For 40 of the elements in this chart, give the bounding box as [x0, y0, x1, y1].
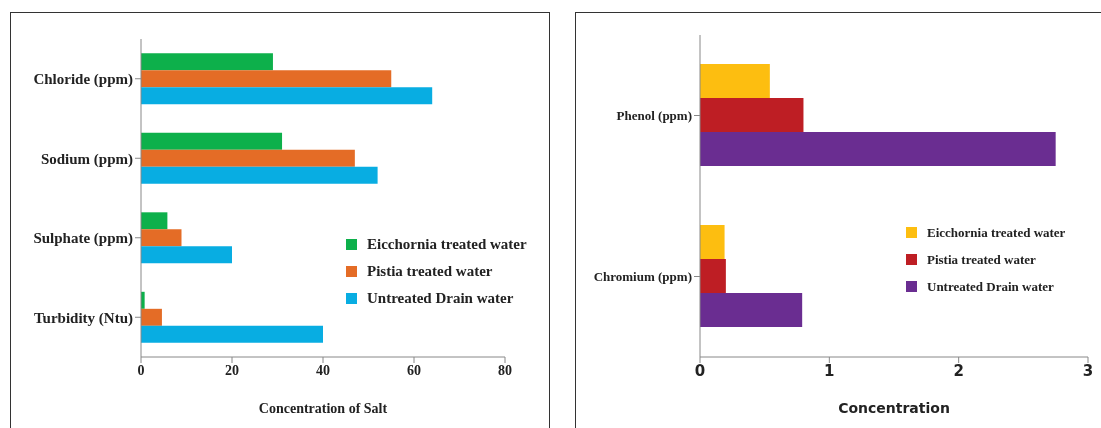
bar: [141, 246, 232, 264]
legend-label: Untreated Drain water: [367, 290, 514, 307]
y-tick-label: Chloride (ppm): [33, 71, 133, 89]
y-tick-label: Sulphate (ppm): [33, 230, 133, 248]
bar: [700, 258, 726, 293]
legend-label: Pistia treated water: [927, 251, 1036, 268]
bar: [141, 70, 392, 88]
x-tick-label: 0: [137, 362, 145, 378]
y-tick-label: Chromium (ppm): [593, 269, 692, 285]
bar: [700, 292, 803, 327]
legend-label: Untreated Drain water: [927, 278, 1054, 295]
x-tick-label: 60: [407, 362, 421, 378]
x-tick-label: 80: [498, 362, 512, 378]
bar: [141, 325, 323, 343]
x-axis-title: Concentration: [838, 400, 950, 416]
bar: [700, 224, 725, 259]
legend-label: Eicchornia treated water: [367, 236, 527, 253]
bar: [141, 166, 378, 184]
bar: [141, 87, 433, 105]
bar: [141, 308, 162, 326]
bar: [141, 229, 182, 247]
x-tick-label: 1: [824, 361, 835, 380]
x-tick-label: 40: [316, 362, 330, 378]
legend-label: Pistia treated water: [367, 263, 493, 280]
bar: [700, 131, 1056, 166]
x-axis-title: Concentration of Salt: [258, 401, 388, 416]
bar: [141, 212, 168, 230]
x-tick-label: 3: [1082, 361, 1094, 380]
bar: [700, 63, 770, 98]
y-tick-label: Turbidity (Ntu): [33, 309, 133, 327]
bar: [141, 53, 273, 71]
x-tick-label: 0: [694, 361, 706, 380]
bar: [700, 97, 804, 132]
legend-label: Eicchornia treated water: [927, 224, 1066, 241]
bar: [141, 149, 355, 167]
x-tick-label: 2: [953, 361, 964, 380]
y-tick-label: Phenol (ppm): [616, 108, 692, 124]
y-tick-label: Sodium (ppm): [40, 150, 133, 168]
bar: [141, 132, 283, 150]
x-tick-label: 20: [225, 362, 239, 378]
